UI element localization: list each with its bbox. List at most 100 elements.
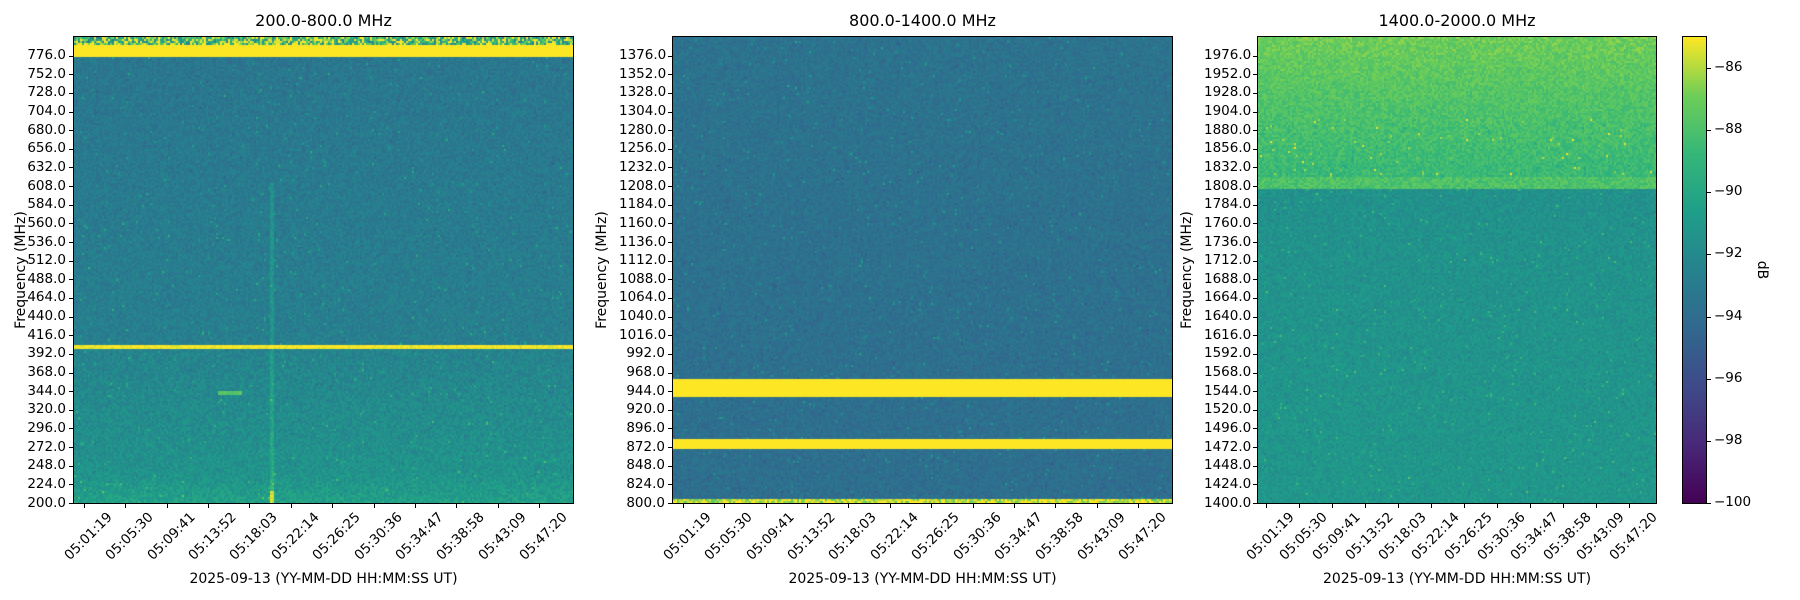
y-tick-mark — [69, 298, 73, 299]
y-axis-label: Frequency (MHz) — [1179, 211, 1195, 329]
y-tick-label: 1760.0 — [1204, 214, 1252, 231]
x-tick-mark — [1365, 504, 1366, 508]
y-tick-label: 752.0 — [27, 65, 66, 82]
y-tick-label: 296.0 — [27, 419, 66, 436]
y-tick-label: 1592.0 — [1204, 345, 1252, 362]
y-tick-label: 392.0 — [27, 345, 66, 362]
y-tick-label: 1112.0 — [619, 252, 667, 269]
y-tick-label: 1184.0 — [619, 196, 667, 213]
y-tick-label: 680.0 — [27, 121, 66, 138]
y-tick-mark — [1253, 447, 1257, 448]
y-tick-mark — [668, 130, 672, 131]
x-tick-mark — [1464, 504, 1465, 508]
y-tick-mark — [668, 466, 672, 467]
panel-title: 200.0-800.0 MHz — [255, 11, 392, 30]
y-tick-label: 1424.0 — [1204, 475, 1252, 492]
colorbar-tick-mark — [1707, 130, 1711, 131]
y-tick-mark — [668, 279, 672, 280]
y-tick-label: 224.0 — [27, 475, 66, 492]
y-tick-label: 344.0 — [27, 382, 66, 399]
colorbar-tick-label: −98 — [1714, 431, 1743, 448]
y-tick-mark — [668, 56, 672, 57]
y-tick-label: 1832.0 — [1204, 158, 1252, 175]
y-tick-mark — [1253, 335, 1257, 336]
y-tick-label: 1544.0 — [1204, 382, 1252, 399]
y-tick-mark — [69, 56, 73, 57]
y-tick-mark — [1253, 242, 1257, 243]
colorbar-tick-label: −90 — [1714, 183, 1743, 200]
y-axis-label: Frequency (MHz) — [594, 211, 610, 329]
x-tick-mark — [291, 504, 292, 508]
colorbar-canvas — [1682, 36, 1707, 504]
y-tick-mark — [69, 186, 73, 187]
x-tick-mark — [1138, 504, 1139, 508]
colorbar-tick-mark — [1707, 503, 1711, 504]
y-tick-label: 872.0 — [626, 438, 665, 455]
y-tick-mark — [69, 503, 73, 504]
y-tick-label: 272.0 — [27, 438, 66, 455]
x-tick-mark — [807, 504, 808, 508]
x-tick-mark — [498, 504, 499, 508]
y-tick-mark — [69, 447, 73, 448]
y-tick-mark — [69, 149, 73, 150]
x-tick-mark — [1629, 504, 1630, 508]
y-tick-mark — [69, 261, 73, 262]
y-tick-label: 1016.0 — [619, 326, 667, 343]
colorbar-tick-mark — [1707, 254, 1711, 255]
panel-title: 800.0-1400.0 MHz — [849, 11, 996, 30]
x-tick-mark — [1266, 504, 1267, 508]
x-tick-mark — [84, 504, 85, 508]
y-tick-label: 1568.0 — [1204, 364, 1252, 381]
y-tick-mark — [69, 391, 73, 392]
y-tick-label: 920.0 — [626, 401, 665, 418]
y-tick-mark — [69, 130, 73, 131]
y-tick-label: 200.0 — [27, 494, 66, 511]
colorbar-tick-label: −94 — [1714, 307, 1743, 324]
colorbar-tick-mark — [1707, 441, 1711, 442]
y-tick-mark — [69, 167, 73, 168]
y-tick-label: 1880.0 — [1204, 121, 1252, 138]
y-tick-mark — [69, 373, 73, 374]
y-tick-mark — [69, 354, 73, 355]
x-axis-label: 2025-09-13 (YY-MM-DD HH:MM:SS UT) — [788, 571, 1057, 587]
spectrogram-canvas — [672, 36, 1173, 504]
x-tick-mark — [1596, 504, 1597, 508]
x-tick-mark — [1398, 504, 1399, 508]
y-tick-mark — [1253, 428, 1257, 429]
y-tick-label: 416.0 — [27, 326, 66, 343]
y-tick-label: 1496.0 — [1204, 419, 1252, 436]
y-tick-mark — [668, 484, 672, 485]
y-tick-label: 992.0 — [626, 345, 665, 362]
y-tick-label: 656.0 — [27, 140, 66, 157]
y-tick-mark — [668, 298, 672, 299]
x-tick-mark — [539, 504, 540, 508]
y-tick-label: 1280.0 — [619, 121, 667, 138]
y-tick-label: 800.0 — [626, 494, 665, 511]
y-tick-mark — [1253, 74, 1257, 75]
y-tick-label: 368.0 — [27, 364, 66, 381]
y-tick-label: 1304.0 — [619, 103, 667, 120]
x-tick-mark — [125, 504, 126, 508]
y-tick-label: 1472.0 — [1204, 438, 1252, 455]
y-tick-label: 1376.0 — [619, 47, 667, 64]
x-tick-mark — [332, 504, 333, 508]
y-tick-mark — [69, 93, 73, 94]
y-tick-label: 464.0 — [27, 289, 66, 306]
y-tick-label: 512.0 — [27, 252, 66, 269]
y-tick-label: 1232.0 — [619, 158, 667, 175]
y-tick-mark — [668, 112, 672, 113]
y-tick-mark — [668, 205, 672, 206]
y-tick-mark — [69, 279, 73, 280]
y-tick-mark — [1253, 391, 1257, 392]
y-tick-mark — [668, 186, 672, 187]
colorbar-tick-label: −92 — [1714, 245, 1743, 262]
y-tick-mark — [69, 484, 73, 485]
y-tick-label: 1928.0 — [1204, 84, 1252, 101]
y-tick-mark — [668, 317, 672, 318]
x-tick-mark — [374, 504, 375, 508]
y-tick-label: 1640.0 — [1204, 308, 1252, 325]
x-tick-mark — [1332, 504, 1333, 508]
colorbar-tick-mark — [1707, 192, 1711, 193]
y-tick-mark — [668, 167, 672, 168]
